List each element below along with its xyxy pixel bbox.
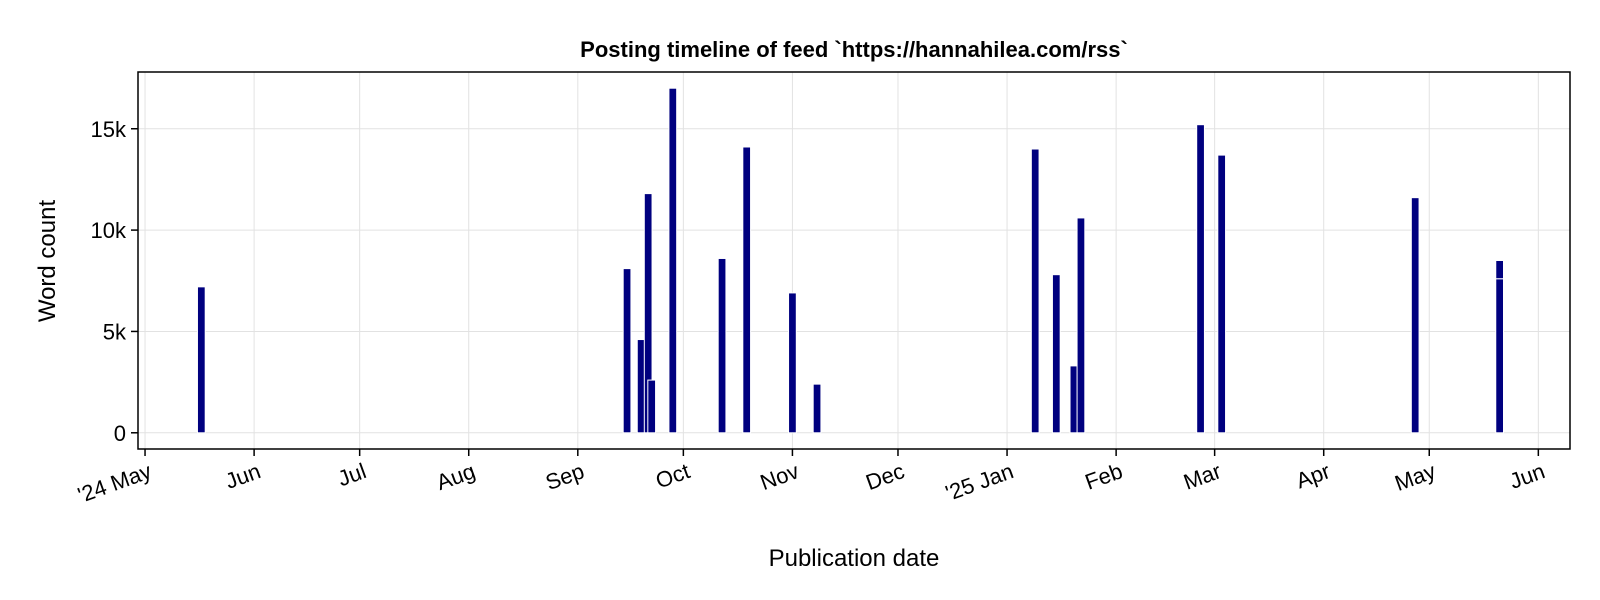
post-bar <box>1030 148 1040 434</box>
x-axis-label: Publication date <box>769 545 940 572</box>
post-bar <box>1410 197 1420 434</box>
x-tick-label: May <box>1391 458 1439 496</box>
plot-frame <box>137 71 1571 450</box>
chart-title: Posting timeline of feed `https://hannah… <box>580 37 1128 62</box>
post-bar <box>812 383 822 434</box>
post-bar <box>742 146 752 434</box>
grid <box>138 72 1570 449</box>
x-tick-label: Feb <box>1082 458 1126 494</box>
x-tick-label: Jun <box>222 458 264 494</box>
x-tick-label: Apr <box>1293 458 1334 493</box>
y-tick-label: 15k <box>91 117 127 142</box>
y-tick-label: 5k <box>103 319 127 344</box>
post-bar <box>622 268 632 434</box>
post-bar <box>196 286 206 434</box>
x-tick-label: Jul <box>334 458 369 491</box>
post-bar <box>788 292 797 434</box>
x-tick-label: '24 May <box>74 458 154 508</box>
y-tick-label: 10k <box>91 218 127 243</box>
post-bar <box>1051 274 1061 434</box>
post-bar <box>717 257 727 434</box>
bars <box>196 87 1505 434</box>
x-tick-label: '25 Jan <box>942 458 1017 506</box>
x-axis-ticks: '24 May Jun Jul Aug Sep Oct Nov Dec '25 Jan Feb Ma… <box>74 449 1548 508</box>
post-bar <box>647 379 657 434</box>
post-bar <box>1495 278 1505 434</box>
post-bar <box>668 87 678 434</box>
x-tick-label: Mar <box>1180 458 1224 494</box>
post-bar <box>1495 260 1505 280</box>
x-tick-label: Sep <box>542 458 587 495</box>
y-tick-label: 0 <box>114 421 126 446</box>
x-tick-label: Jun <box>1506 458 1548 494</box>
x-tick-label: Nov <box>757 458 802 495</box>
post-bar <box>1217 154 1227 434</box>
x-tick-label: Oct <box>652 458 693 493</box>
x-tick-label: Dec <box>862 458 907 495</box>
post-bar <box>1076 217 1086 434</box>
y-axis-label: Word count <box>34 200 61 323</box>
y-axis-ticks: 0 5k 10k 15k <box>91 117 138 446</box>
x-tick-label: Aug <box>433 458 478 495</box>
post-bar <box>1196 124 1205 434</box>
